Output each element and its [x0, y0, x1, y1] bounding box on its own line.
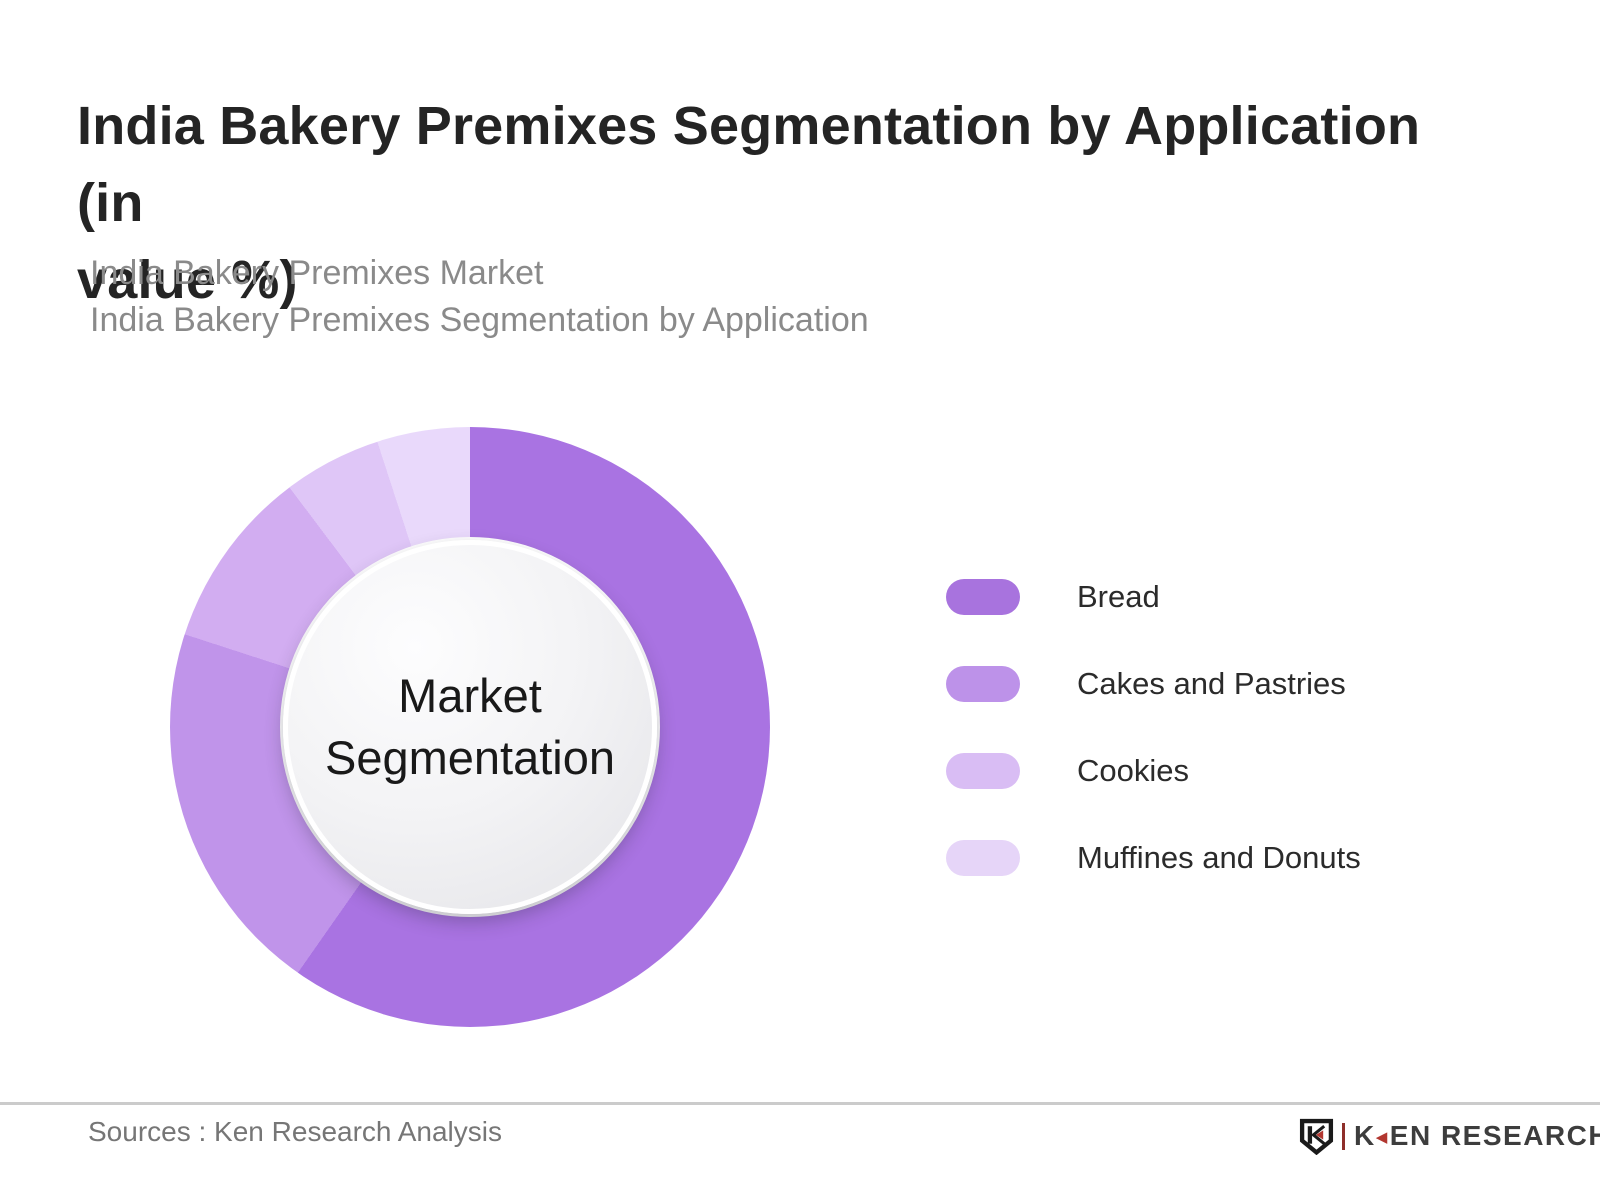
page-title: India Bakery Premixes Segmentation by Ap… — [77, 88, 1497, 319]
page-title-line1: India Bakery Premixes Segmentation by Ap… — [77, 96, 1421, 234]
donut-center-label: Market Segmentation — [324, 669, 616, 784]
wordmark-k: K — [1354, 1120, 1376, 1151]
legend-row-cakes-and-pastries: Cakes and Pastries — [946, 666, 1361, 702]
chart-legend: Bread Cakes and Pastries Cookies Muffine… — [946, 579, 1361, 876]
legend-label-muffines-and-donuts: Muffines and Donuts — [1077, 840, 1361, 875]
donut-center-disc: Market Segmentation — [283, 540, 657, 914]
ken-research-logo: K ◀ EN RESEARCH — [1298, 1117, 1600, 1155]
sources-note: Sources : Ken Research Analysis — [88, 1116, 502, 1147]
legend-label-bread: Bread — [1077, 579, 1160, 614]
legend-swatch-cookies — [946, 753, 1020, 789]
ken-research-shield-icon — [1299, 1118, 1334, 1155]
subtitle-line1: India Bakery Premixes Market — [90, 254, 544, 292]
legend-swatch-bread — [946, 579, 1020, 615]
subtitle-line2: India Bakery Premixes Segmentation by Ap… — [90, 301, 869, 339]
logo-separator — [1342, 1122, 1345, 1150]
legend-swatch-muffines-and-donuts — [946, 840, 1020, 876]
ken-research-wordmark: K ◀ EN RESEARCH — [1354, 1120, 1600, 1152]
page-title-line2: value %) — [77, 250, 298, 311]
chart-subtitle: India Bakery Premixes Market India Baker… — [90, 250, 1290, 344]
legend-label-cookies: Cookies — [1077, 753, 1189, 788]
legend-row-cookies: Cookies — [946, 753, 1361, 789]
legend-row-muffines-and-donuts: Muffines and Donuts — [946, 840, 1361, 876]
donut-chart: Market Segmentation — [170, 427, 770, 1027]
legend-swatch-cakes-and-pastries — [946, 666, 1020, 702]
wordmark-rest: EN RESEARCH — [1389, 1120, 1600, 1151]
wordmark-triangle-icon: ◀ — [1375, 1128, 1389, 1146]
footer-divider — [0, 1102, 1600, 1105]
legend-label-cakes-and-pastries: Cakes and Pastries — [1077, 666, 1346, 701]
legend-row-bread: Bread — [946, 579, 1361, 615]
